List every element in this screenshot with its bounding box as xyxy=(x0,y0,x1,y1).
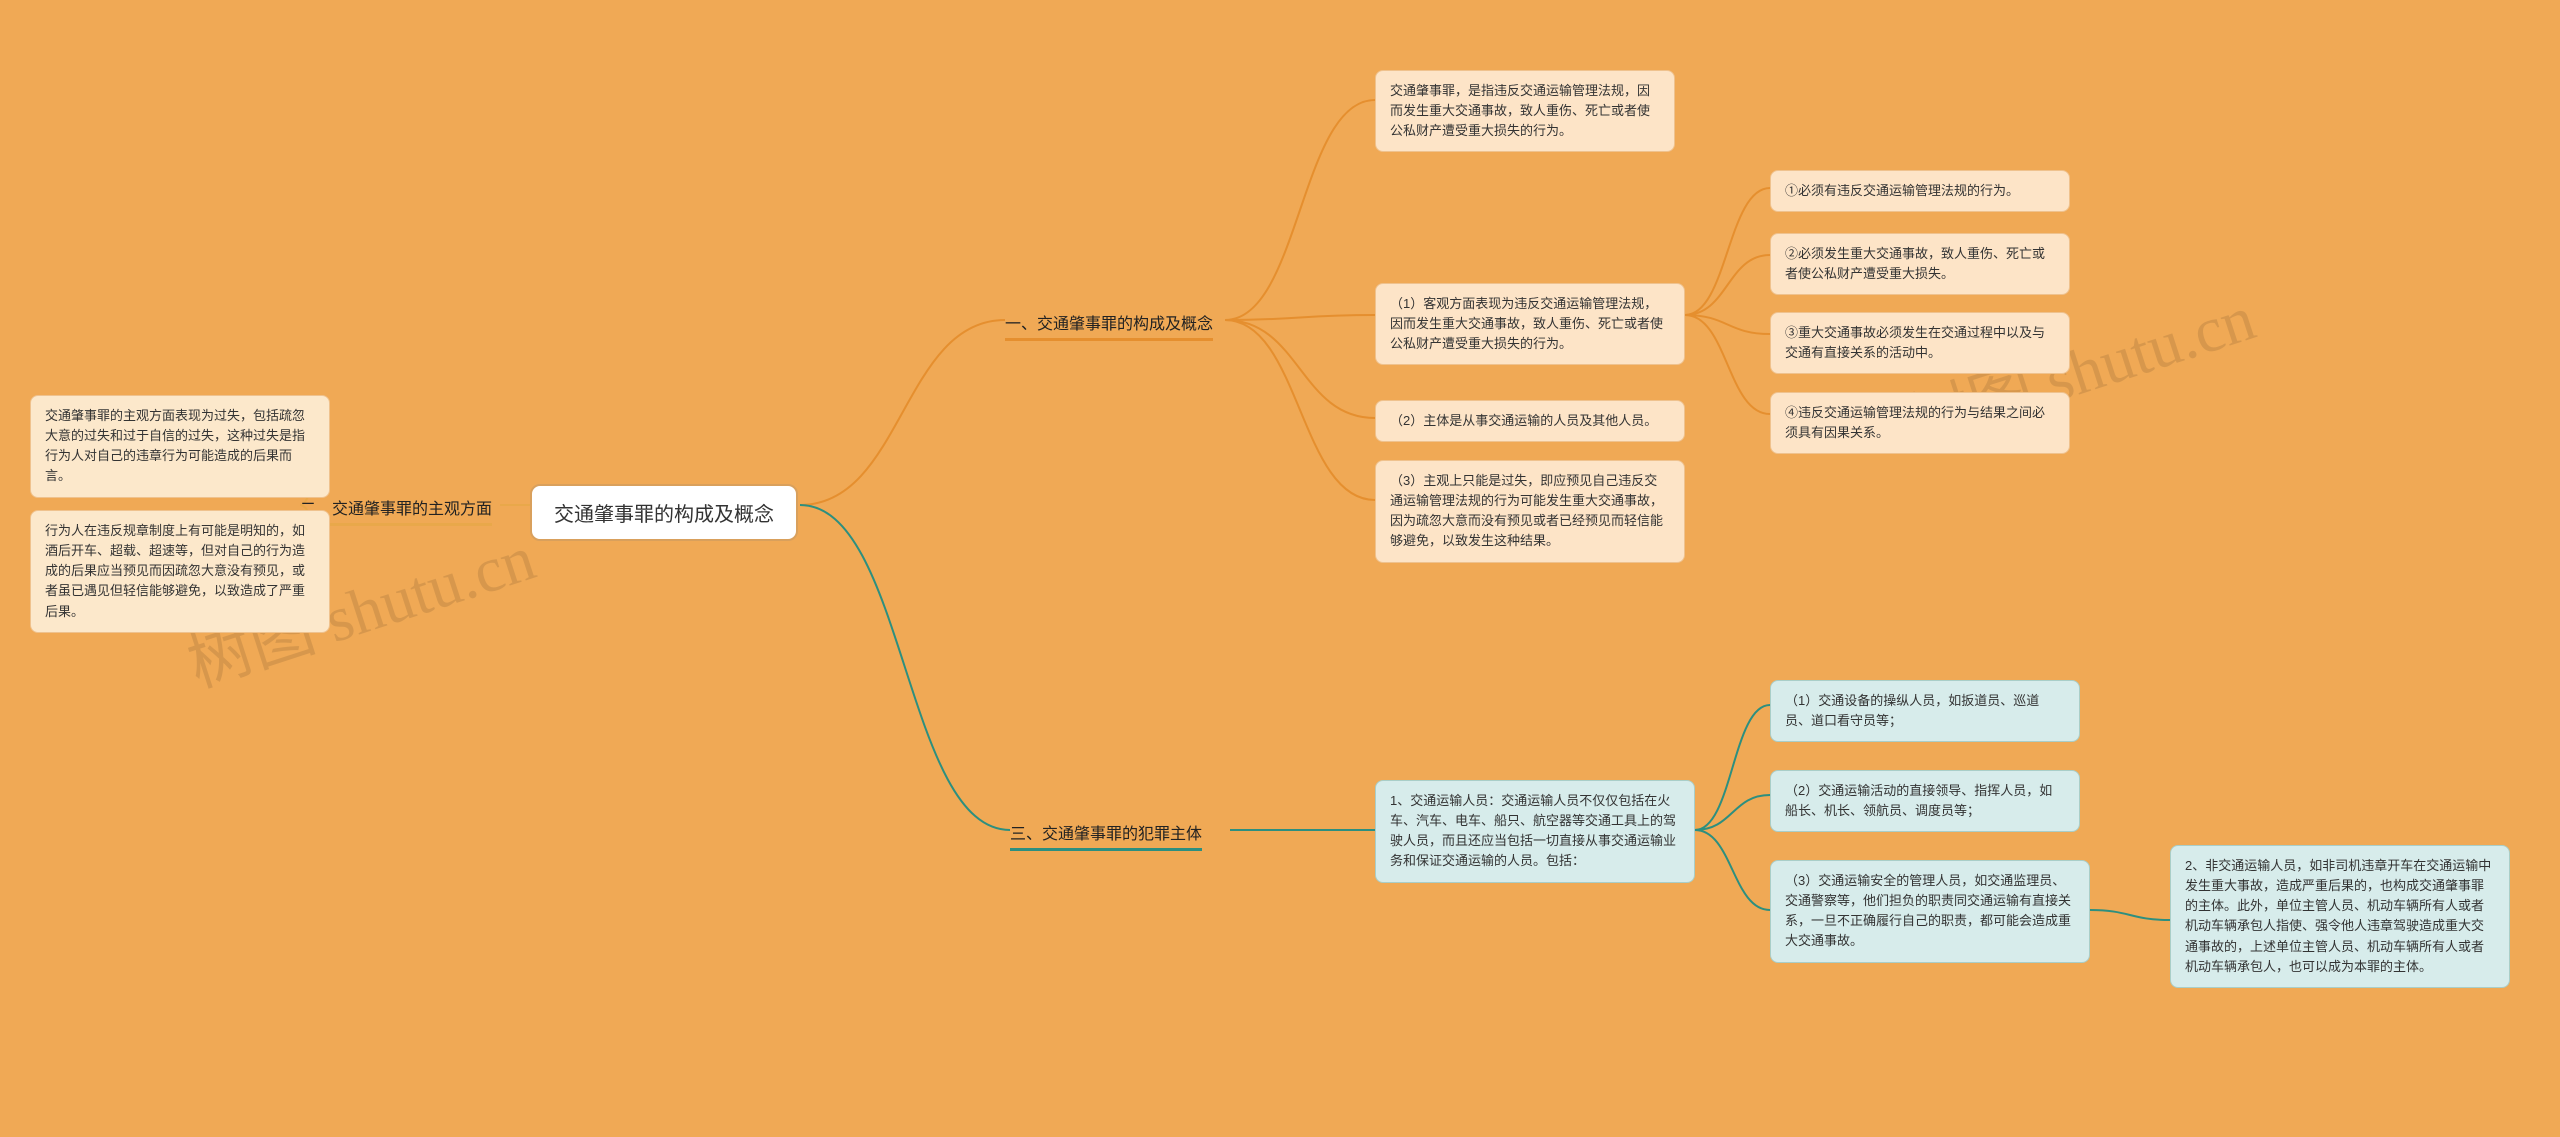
branch-three-nontrans: 2、非交通运输人员，如非司机违章开车在交通运输中发生重大事故，造成严重后果的，也… xyxy=(2170,845,2510,988)
branch-one-label[interactable]: 一、交通肇事罪的构成及概念 xyxy=(1005,310,1213,341)
branch-one-obj: （1）客观方面表现为违反交通运输管理法规，因而发生重大交通事故，致人重伤、死亡或… xyxy=(1375,283,1685,365)
branch-two-b: 行为人在违反规章制度上有可能是明知的，如酒后开车、超载、超速等，但对自己的行为造… xyxy=(30,510,330,633)
branch-three-t3: （3）交通运输安全的管理人员，如交通监理员、交通警察等，他们担负的职责同交通运输… xyxy=(1770,860,2090,963)
branch-two-a: 交通肇事罪的主观方面表现为过失，包括疏忽大意的过失和过于自信的过失，这种过失是指… xyxy=(30,395,330,498)
branch-one-obj-c1: ①必须有违反交通运输管理法规的行为。 xyxy=(1770,170,2070,212)
branch-one-obj-c3: ③重大交通事故必须发生在交通过程中以及与交通有直接关系的活动中。 xyxy=(1770,312,2070,374)
branch-one-subj: （2）主体是从事交通运输的人员及其他人员。 xyxy=(1375,400,1685,442)
branch-three-t2: （2）交通运输活动的直接领导、指挥人员，如船长、机长、领航员、调度员等； xyxy=(1770,770,2080,832)
branch-one-obj-c2: ②必须发生重大交通事故，致人重伤、死亡或者使公私财产遭受重大损失。 xyxy=(1770,233,2070,295)
branch-three-t1: （1）交通设备的操纵人员，如扳道员、巡道员、道口看守员等； xyxy=(1770,680,2080,742)
branch-one-ment: （3）主观上只能是过失，即应预见自己违反交通运输管理法规的行为可能发生重大交通事… xyxy=(1375,460,1685,563)
branch-one-def: 交通肇事罪，是指违反交通运输管理法规，因而发生重大交通事故，致人重伤、死亡或者使… xyxy=(1375,70,1675,152)
root-node[interactable]: 交通肇事罪的构成及概念 xyxy=(530,484,798,541)
branch-three-trans: 1、交通运输人员：交通运输人员不仅仅包括在火车、汽车、电车、船只、航空器等交通工… xyxy=(1375,780,1695,883)
branch-one-obj-c4: ④违反交通运输管理法规的行为与结果之间必须具有因果关系。 xyxy=(1770,392,2070,454)
branch-three-label[interactable]: 三、交通肇事罪的犯罪主体 xyxy=(1010,820,1202,851)
